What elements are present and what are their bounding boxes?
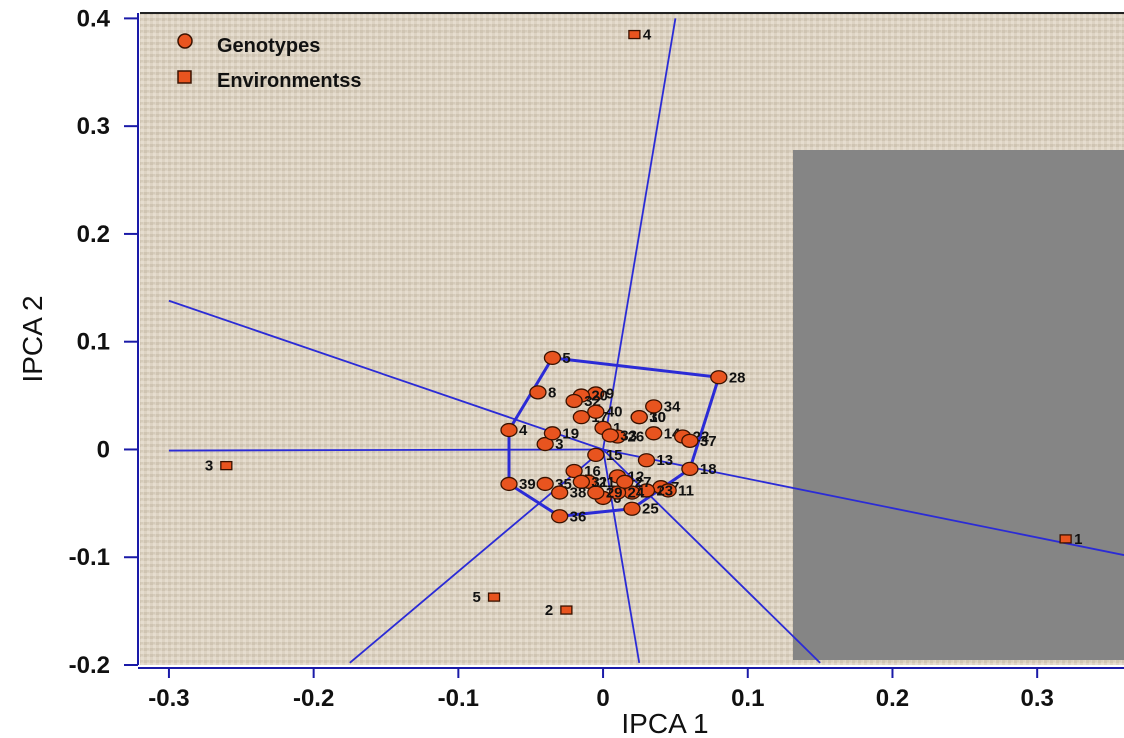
sector-ray <box>168 299 604 451</box>
x-tick-label: -0.3 <box>148 685 189 712</box>
genotype-point <box>587 485 605 500</box>
genotype-point-label: 34 <box>664 398 681 415</box>
environment-point-label: 3 <box>205 458 213 475</box>
genotype-point <box>500 422 518 438</box>
genotype-point <box>587 447 605 463</box>
genotype-point-label: 25 <box>642 501 659 518</box>
genotype-point-label: 21 <box>599 474 616 491</box>
genotype-point-label: 5 <box>562 350 570 367</box>
genotype-point <box>550 509 569 524</box>
y-tick-label: -0.1 <box>69 544 110 571</box>
genotype-point <box>645 426 663 441</box>
genotype-point <box>681 433 699 448</box>
legend-environments-label: Environmentss <box>217 70 361 92</box>
genotype-point-label: 23 <box>656 482 673 499</box>
x-tick-label: 0.2 <box>876 685 909 712</box>
y-tick-label: 0.1 <box>77 329 110 356</box>
legend-genotypes-marker <box>177 33 193 49</box>
sector-ray <box>602 449 641 663</box>
sector-ray <box>602 18 677 450</box>
genotype-point <box>543 426 562 441</box>
x-tick-label: 0.1 <box>731 685 764 712</box>
genotype-point-label: 4 <box>519 422 528 439</box>
environment-point <box>220 460 233 471</box>
genotype-point-label: 29 <box>606 485 623 502</box>
genotype-point-label: 28 <box>729 369 746 386</box>
genotype-point-label: 36 <box>570 508 587 525</box>
genotype-point <box>645 399 663 414</box>
genotype-point-label: 31 <box>591 474 608 491</box>
genotype-point-label: 24 <box>628 485 645 502</box>
gray-overlay <box>793 150 1124 660</box>
y-tick-label: 0.3 <box>77 113 110 140</box>
genotype-point <box>659 483 677 498</box>
genotype-point-label: 38 <box>570 485 587 502</box>
genotype-point <box>572 409 591 425</box>
genotype-point-label: 26 <box>628 429 645 446</box>
genotype-point <box>616 474 634 489</box>
genotype-point <box>710 370 728 385</box>
environment-point <box>487 592 501 602</box>
legend-genotypes-label: Genotypes <box>217 35 320 57</box>
convex-hull-polygon <box>507 356 721 518</box>
genotype-point-label: 27 <box>635 474 652 491</box>
environment-point-label: 5 <box>473 589 481 606</box>
genotype-point <box>536 476 554 492</box>
x-tick-label: -0.2 <box>293 685 334 712</box>
genotype-point <box>601 428 619 443</box>
genotype-point <box>536 436 554 452</box>
genotype-point-label: 33 <box>620 427 637 444</box>
sector-ray <box>349 448 604 664</box>
y-tick-label: 0 <box>97 436 110 463</box>
genotype-point <box>681 461 699 477</box>
genotype-point-label: 39 <box>519 476 536 493</box>
genotype-point-label: 13 <box>656 452 673 469</box>
sector-ray <box>168 448 604 452</box>
genotype-point <box>565 463 583 479</box>
genotype-point <box>529 385 547 400</box>
environment-point-label: 1 <box>1074 531 1082 548</box>
environment-point <box>1059 534 1072 544</box>
genotype-point-label: 3 <box>555 436 563 453</box>
genotype-point-label: 15 <box>606 447 623 464</box>
genotype-point <box>572 474 591 489</box>
genotype-point <box>637 483 656 498</box>
genotype-point-label: 9 <box>606 385 614 402</box>
genotype-point <box>500 476 518 492</box>
genotype-point <box>608 485 627 500</box>
genotype-point-label: 1 <box>613 420 621 437</box>
y-tick-label: -0.2 <box>69 652 110 679</box>
environment-point-label: 2 <box>545 602 553 619</box>
genotype-point <box>550 485 569 500</box>
genotype-point-label: 18 <box>700 461 717 478</box>
genotype-point-label: 8 <box>548 384 556 401</box>
genotype-point-label: 19 <box>562 425 579 442</box>
sector-ray <box>602 448 821 664</box>
genotype-point-label: 11 <box>678 482 694 499</box>
genotype-point <box>630 409 648 425</box>
x-tick-label: -0.1 <box>438 685 479 712</box>
y-tick-label: 0.2 <box>77 221 110 248</box>
genotype-point <box>587 404 605 419</box>
genotype-point <box>623 501 641 516</box>
x-axis-title: IPCA 1 <box>621 708 708 738</box>
genotype-point <box>543 350 562 366</box>
genotype-point <box>565 393 583 409</box>
genotype-point-label: 20 <box>591 388 608 405</box>
legend: Genotypes Environmentss <box>177 33 361 92</box>
environment-point <box>560 605 573 615</box>
genotype-point <box>637 453 656 468</box>
x-tick-label: 0.3 <box>1020 685 1053 712</box>
genotype-point-label: 37 <box>700 433 717 450</box>
y-tick-label: 0.4 <box>77 5 111 32</box>
environment-point <box>628 29 641 40</box>
environment-point-label: 4 <box>643 27 652 44</box>
legend-environments-marker <box>177 70 192 84</box>
x-tick-label: 0 <box>596 685 609 712</box>
y-axis-title: IPCA 2 <box>17 295 48 382</box>
genotype-point-label: 40 <box>606 404 623 421</box>
